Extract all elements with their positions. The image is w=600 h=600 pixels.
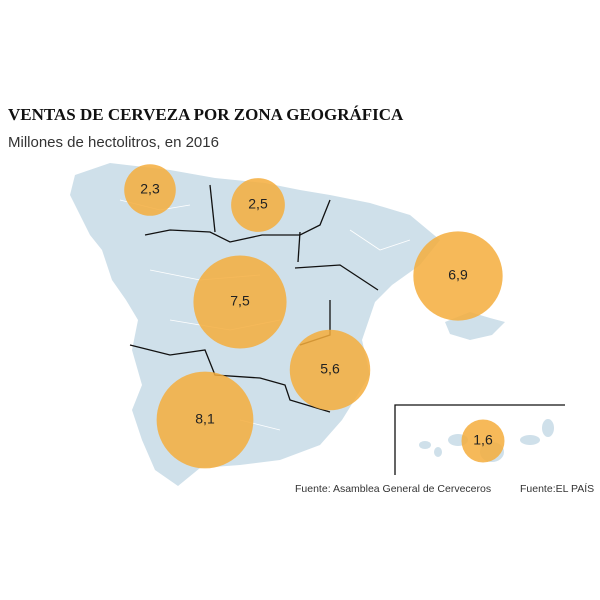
bubble-label: 5,6 (320, 361, 340, 377)
bubble-label: 8,1 (195, 411, 215, 427)
bubble-label: 2,5 (248, 196, 268, 212)
bubble-label: 1,6 (473, 432, 493, 448)
subtitle: Millones de hectolitros, en 2016 (8, 134, 219, 151)
title: VENTAS DE CERVEZA POR ZONA GEOGRÁFICA (8, 105, 404, 124)
region-borders (129, 184, 379, 413)
bubble (231, 178, 285, 232)
bubble-label: 6,9 (448, 267, 468, 283)
bubble-label: 7,5 (230, 293, 250, 309)
bubble (289, 329, 371, 411)
source: Fuente: Asamblea General de Cerveceros (295, 483, 491, 495)
spain-map (70, 163, 505, 486)
credit: Fuente:EL PAÍS (520, 482, 594, 495)
bubble (461, 419, 505, 463)
bubble (156, 371, 254, 469)
bubble (124, 164, 176, 216)
bubble-label: 2,3 (140, 181, 160, 197)
bubble (193, 255, 287, 349)
inset-frame (394, 404, 565, 475)
bubble (413, 231, 503, 321)
